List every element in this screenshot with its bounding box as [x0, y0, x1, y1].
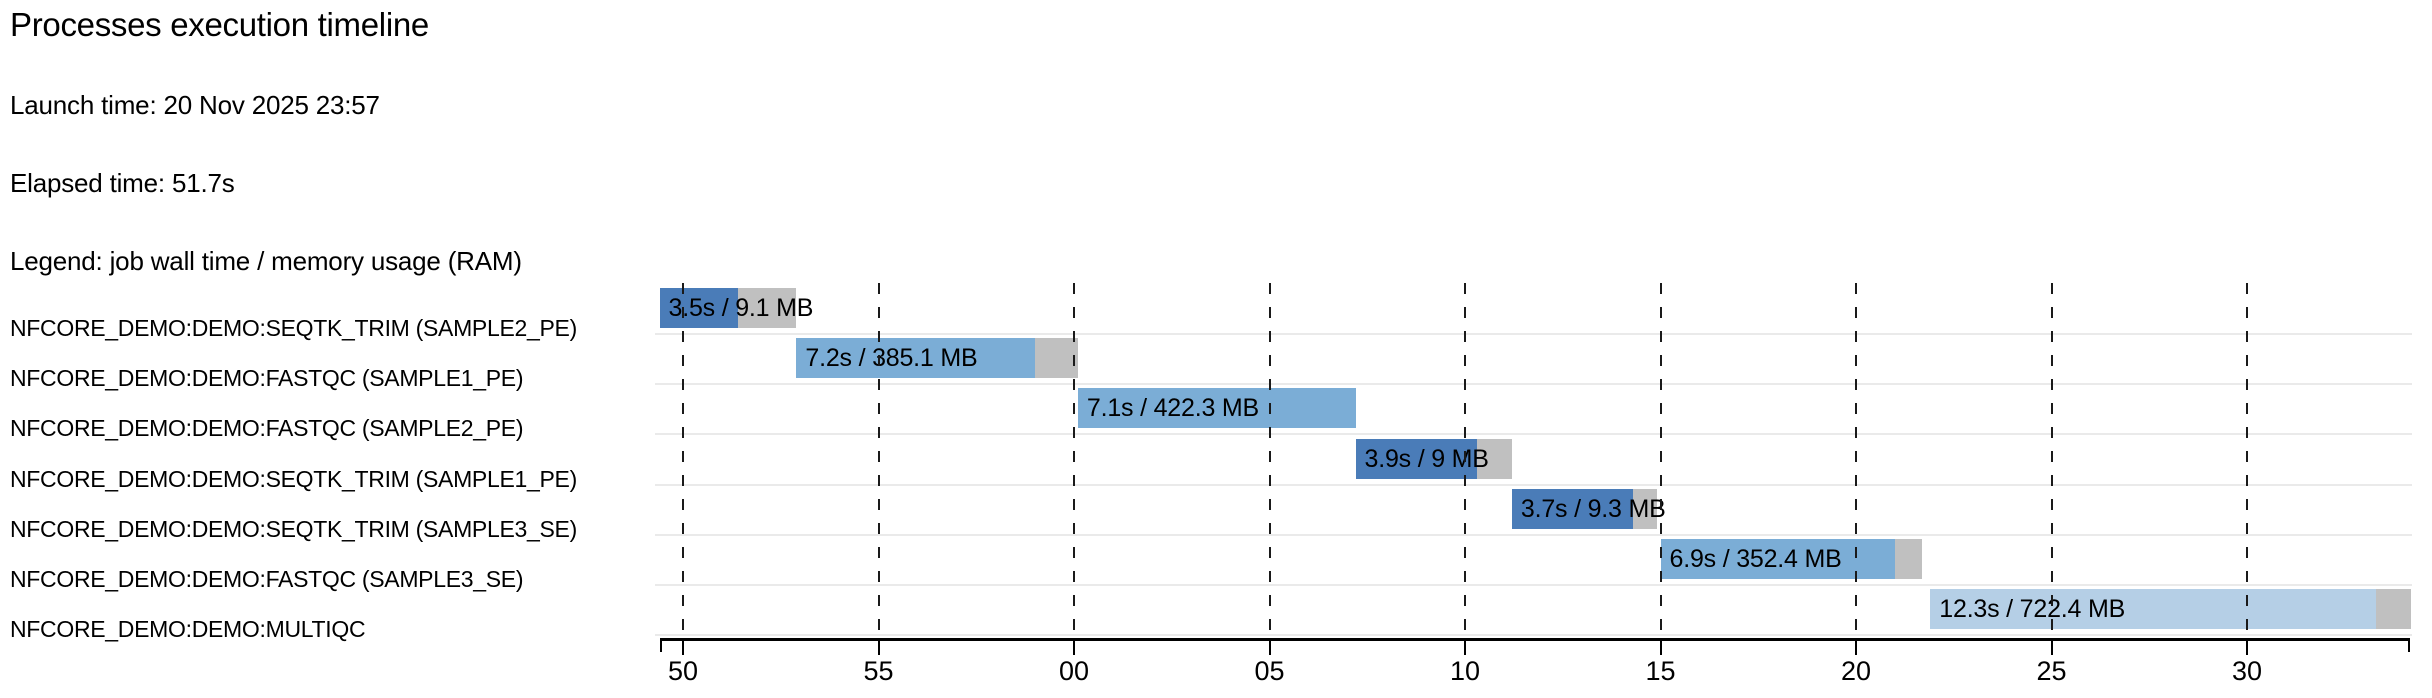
task-bar: 6.9s / 352.4 MB — [1660, 539, 1923, 579]
task-bar: 3.9s / 9 MB — [1355, 439, 1512, 479]
gridline — [2246, 283, 2248, 638]
axis-tick — [2246, 638, 2248, 655]
axis-tick — [2050, 638, 2053, 655]
task-bar-label: 3.9s / 9 MB — [1364, 445, 1489, 473]
row-separator — [655, 634, 2412, 636]
axis-tick — [1464, 638, 1466, 655]
task-bar-fill — [1355, 439, 1477, 479]
axis-tick-label: 20 — [1840, 656, 1872, 686]
row-separator — [655, 534, 2412, 536]
task-bar: 7.1s / 422.3 MB — [1077, 388, 1356, 428]
axis-tick-label: 00 — [1058, 656, 1090, 686]
axis-tick-label: 15 — [1645, 656, 1676, 686]
task-bar-label: 3.5s / 9.1 MB — [668, 294, 814, 322]
row-separator — [655, 484, 2412, 486]
gridline — [2050, 283, 2053, 638]
gridline — [1659, 283, 1662, 638]
axis-tick-label: 05 — [1254, 656, 1285, 686]
task-bar-label: 6.9s / 352.4 MB — [1669, 545, 1842, 573]
task-bar: 3.5s / 9.1 MB — [659, 288, 813, 328]
task-bar-label: 3.7s / 9.3 MB — [1520, 495, 1666, 523]
row-separator — [655, 584, 2412, 586]
task-bar-label: 7.1s / 422.3 MB — [1086, 394, 1260, 422]
axis-tick — [1855, 638, 1857, 655]
task-bar-fill — [1511, 489, 1634, 529]
gridline — [1073, 283, 1075, 638]
legend-text: Legend: job wall time / memory usage (RA… — [10, 246, 522, 276]
process-label: NFCORE_DEMO:DEMO:SEQTK_TRIM (SAMPLE1_PE) — [10, 466, 577, 492]
axis-tick — [877, 638, 880, 655]
x-axis-left-cap — [660, 638, 662, 652]
task-bar-fill — [1930, 589, 2377, 629]
process-label: NFCORE_DEMO:DEMO:FASTQC (SAMPLE2_PE) — [10, 415, 524, 441]
launch-time-text: Launch time: 20 Nov 2025 23:57 — [10, 90, 380, 120]
axis-tick-label: 10 — [1449, 656, 1481, 686]
task-bar: 12.3s / 722.4 MB — [1930, 589, 2412, 629]
task-bar-fill — [1077, 388, 1356, 428]
process-label: NFCORE_DEMO:DEMO:FASTQC (SAMPLE3_SE) — [10, 566, 524, 592]
elapsed-time-text: Elapsed time: 51.7s — [10, 168, 235, 198]
process-label: NFCORE_DEMO:DEMO:SEQTK_TRIM (SAMPLE3_SE) — [10, 516, 577, 542]
report-meta: Launch time: 20 Nov 2025 23:57 Elapsed t… — [10, 86, 522, 281]
gridline — [1464, 283, 1466, 638]
gridline — [1268, 283, 1271, 638]
gridline — [682, 283, 684, 638]
axis-tick — [1073, 638, 1075, 655]
x-axis-line — [660, 638, 2410, 641]
task-bar-label: 12.3s / 722.4 MB — [1939, 595, 2126, 623]
page-title: Processes execution timeline — [10, 6, 429, 43]
task-bar-fill — [796, 338, 1035, 378]
axis-tick — [1659, 638, 1662, 655]
task-bar: 3.7s / 9.3 MB — [1511, 489, 1666, 529]
process-label: NFCORE_DEMO:DEMO:MULTIQC — [10, 616, 366, 642]
axis-tick-label: 25 — [2036, 656, 2067, 686]
process-label: NFCORE_DEMO:DEMO:SEQTK_TRIM (SAMPLE2_PE) — [10, 315, 577, 341]
x-axis-right-cap — [2408, 638, 2410, 652]
process-label: NFCORE_DEMO:DEMO:FASTQC (SAMPLE1_PE) — [10, 365, 524, 391]
row-separator — [655, 433, 2412, 435]
axis-tick-label: 55 — [863, 656, 894, 686]
task-bar: 7.2s / 385.1 MB — [796, 338, 1078, 378]
axis-tick-label: 50 — [667, 656, 699, 686]
axis-tick — [1268, 638, 1271, 655]
gridline — [877, 283, 880, 638]
gridline — [1855, 283, 1857, 638]
axis-tick — [682, 638, 684, 655]
axis-tick-label: 30 — [2231, 656, 2263, 686]
row-separator — [655, 333, 2412, 335]
task-bar-label: 7.2s / 385.1 MB — [805, 344, 978, 372]
task-bar-fill — [659, 288, 738, 328]
row-separator — [655, 383, 2412, 385]
